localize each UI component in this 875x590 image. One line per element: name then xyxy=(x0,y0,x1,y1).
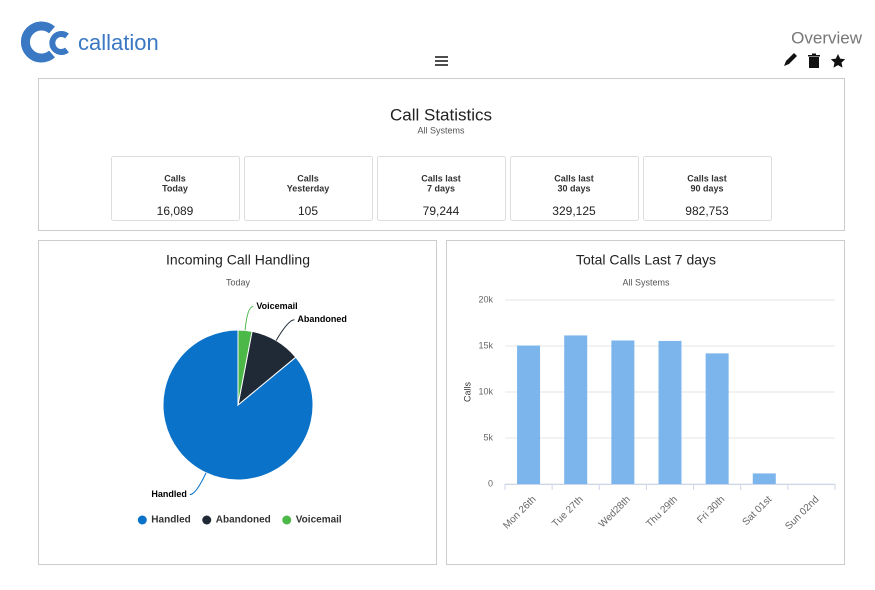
logo-mark xyxy=(20,21,55,63)
logo-mark xyxy=(49,31,69,55)
data-label: Abandoned xyxy=(297,314,347,324)
logo[interactable]: callation xyxy=(20,21,159,63)
y-tick-label: 20k xyxy=(478,294,493,304)
bar[interactable] xyxy=(705,353,729,484)
legend-item[interactable]: Voicemail xyxy=(282,515,342,526)
legend-item[interactable]: Abandoned xyxy=(202,515,271,526)
legend-item[interactable]: Handled xyxy=(137,515,191,526)
legend-marker xyxy=(137,515,147,525)
stat-card xyxy=(643,156,772,221)
menu-button[interactable] xyxy=(435,56,448,66)
chart-title: Total Calls Last 7 days xyxy=(576,252,716,268)
bar[interactable] xyxy=(517,345,541,484)
stats-subtitle: All Systems xyxy=(417,125,465,135)
label-connector xyxy=(189,472,207,496)
data-label: Handled xyxy=(151,489,187,499)
chart-title: Incoming Call Handling xyxy=(166,252,310,268)
delete-button[interactable] xyxy=(808,53,820,69)
bar[interactable] xyxy=(564,335,588,484)
legend-label: Handled xyxy=(151,515,190,526)
favorite-button[interactable] xyxy=(830,54,846,68)
logo-text: callation xyxy=(78,30,159,55)
stat-label: Calls xyxy=(297,173,319,183)
stat-value: 16,089 xyxy=(157,204,194,218)
stat-value: 79,244 xyxy=(423,204,460,218)
label-connector xyxy=(275,319,295,341)
stat-label: Calls last xyxy=(687,173,727,183)
bar[interactable] xyxy=(658,340,682,484)
stat-card xyxy=(510,156,639,221)
stat-label: Calls xyxy=(164,173,186,183)
chart-subtitle: Today xyxy=(226,277,251,287)
chart-subtitle: All Systems xyxy=(622,277,670,287)
stat-label: Calls last xyxy=(554,173,594,183)
stat-label: Yesterday xyxy=(287,183,330,193)
stat-card xyxy=(111,156,240,221)
legend-label: Voicemail xyxy=(296,515,342,526)
page-title: Overview xyxy=(791,28,863,47)
legend-label: Abandoned xyxy=(216,515,271,526)
edit-button[interactable] xyxy=(784,53,797,66)
stat-label: 30 days xyxy=(557,183,590,193)
y-tick-label: 5k xyxy=(483,432,493,442)
stat-value: 105 xyxy=(298,204,318,218)
bar[interactable] xyxy=(611,340,635,484)
stats-title: Call Statistics xyxy=(390,105,492,124)
y-axis-label: Calls xyxy=(462,382,472,403)
stat-card xyxy=(244,156,373,221)
bar[interactable] xyxy=(752,473,776,484)
y-tick-label: 0 xyxy=(488,478,493,488)
y-tick-label: 10k xyxy=(478,386,493,396)
label-connector xyxy=(244,305,254,331)
legend-marker xyxy=(282,515,292,525)
bar-panel xyxy=(446,240,845,565)
y-tick-label: 15k xyxy=(478,340,493,350)
stat-card xyxy=(377,156,506,221)
stat-label: 7 days xyxy=(427,183,455,193)
stat-label: Today xyxy=(162,183,188,193)
legend-marker xyxy=(202,515,212,525)
stat-value: 982,753 xyxy=(685,204,729,218)
stat-value: 329,125 xyxy=(552,204,596,218)
data-label: Voicemail xyxy=(256,301,297,311)
stat-label: 90 days xyxy=(690,183,723,193)
stat-label: Calls last xyxy=(421,173,461,183)
